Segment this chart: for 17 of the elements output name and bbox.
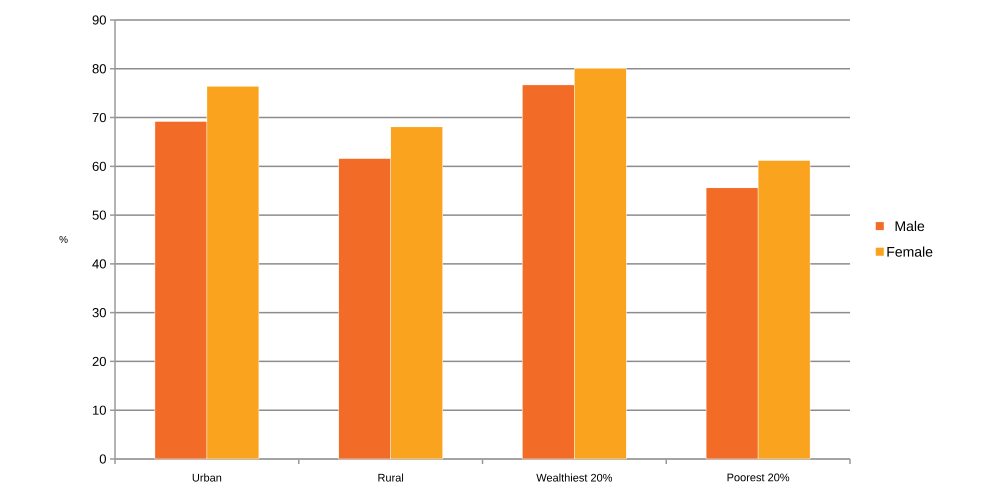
- x-tick-label: Poorest 20%: [728, 474, 790, 482]
- y-tick-label: 10: [93, 406, 106, 415]
- y-tick-label: 80: [92, 64, 106, 74]
- y-tick-label: 90: [92, 15, 106, 25]
- x-tick-label: Rural: [378, 474, 404, 482]
- y-axis-title: %: [59, 236, 68, 243]
- x-tick-label: Urban: [192, 474, 222, 482]
- y-tick-label: 40: [92, 259, 106, 268]
- y-tick-label: 20: [92, 356, 106, 366]
- x-tick-label: Wealthiest 20%: [536, 474, 612, 482]
- y-tick-label: 50: [92, 210, 106, 220]
- legend-label: Male: [896, 220, 924, 232]
- legend-label: Female: [887, 246, 932, 257]
- y-tick-label: 0: [100, 454, 106, 464]
- y-tick-label: 60: [92, 162, 106, 171]
- y-tick-label: 30: [92, 308, 106, 318]
- y-tick-label: 70: [92, 112, 106, 122]
